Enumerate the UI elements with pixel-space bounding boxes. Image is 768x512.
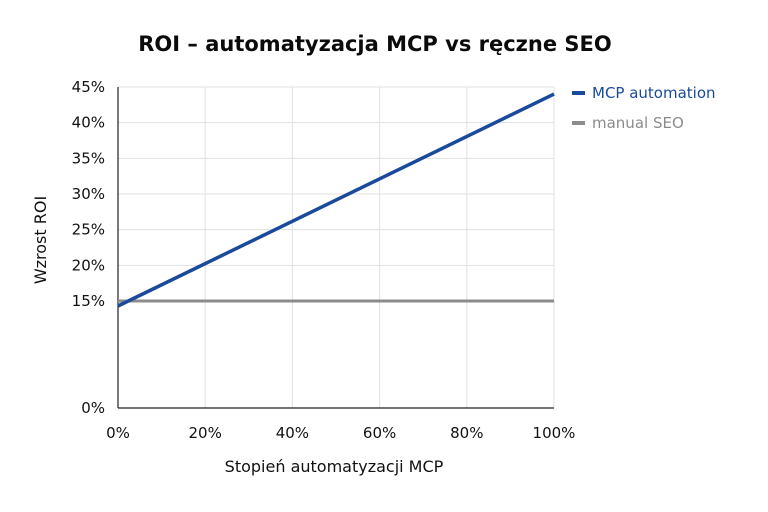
- y-tick-label: 15%: [72, 292, 105, 310]
- x-tick-label: 60%: [363, 424, 396, 442]
- legend-label-mcp-automation: MCP automation: [592, 84, 716, 102]
- y-tick-label: 25%: [72, 221, 105, 239]
- y-tick-label: 40%: [72, 114, 105, 132]
- y-tick-label: 35%: [72, 149, 105, 167]
- y-axis-label: Wzrost ROI: [31, 196, 50, 284]
- x-axis-label: Stopień automatyzacji MCP: [225, 457, 444, 476]
- series-line-mcp-automation: [117, 92, 555, 308]
- series-lines: [117, 92, 555, 308]
- x-tick-label: 0%: [106, 424, 130, 442]
- x-tick-label: 80%: [450, 424, 483, 442]
- x-axis-ticks: 0% 20% 40% 60% 80% 100%: [106, 424, 575, 442]
- legend: MCP automation manual SEO: [572, 84, 716, 132]
- y-axis-ticks: 0% 15% 20% 25% 30% 35% 40% 45%: [72, 78, 105, 417]
- grid: [118, 86, 555, 408]
- legend-label-manual-seo: manual SEO: [592, 114, 684, 132]
- x-tick-label: 20%: [189, 424, 222, 442]
- axes: [117, 87, 554, 409]
- chart-title: ROI – automatyzacja MCP vs ręczne SEO: [138, 32, 611, 56]
- y-tick-label: 45%: [72, 78, 105, 96]
- y-tick-label: 20%: [72, 256, 105, 274]
- y-tick-label: 30%: [72, 185, 105, 203]
- x-tick-label: 40%: [276, 424, 309, 442]
- y-tick-label: 0%: [81, 399, 105, 417]
- x-tick-label: 100%: [533, 424, 576, 442]
